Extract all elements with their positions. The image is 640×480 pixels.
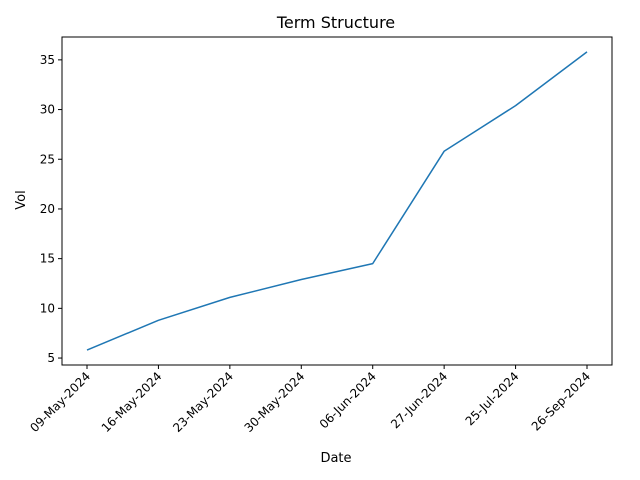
x-axis-label: Date — [320, 451, 351, 466]
y-tick-label: 10 — [40, 301, 55, 315]
axes-frame — [61, 36, 613, 366]
x-tick-label: 23-May-2024 — [170, 369, 236, 435]
series-line — [86, 51, 588, 351]
x-tick-label: 25-Jul-2024 — [463, 369, 522, 428]
y-tick-label: 5 — [47, 351, 55, 365]
x-tick-label: 06-Jun-2024 — [317, 369, 379, 431]
plot-area — [61, 36, 613, 366]
y-tick-label: 35 — [40, 53, 55, 67]
x-tick-label: 16-May-2024 — [99, 369, 165, 435]
chart-title: Term Structure — [276, 13, 395, 32]
y-axis: 5 10 15 20 25 30 35 — [40, 53, 62, 365]
x-tick-label: 27-Jun-2024 — [388, 369, 450, 431]
series-layer — [86, 51, 588, 351]
x-axis: 09-May-2024 16-May-2024 23-May-2024 30-May-… — [27, 365, 593, 435]
x-tick-label: 26-Sep-2024 — [529, 369, 593, 433]
x-tick-label: 30-May-2024 — [242, 369, 308, 435]
y-tick-label: 15 — [40, 252, 55, 266]
y-axis-label: Vol — [14, 190, 29, 209]
y-tick-label: 25 — [40, 152, 55, 166]
y-tick-label: 20 — [40, 202, 55, 216]
x-tick-label: 09-May-2024 — [27, 369, 93, 435]
y-tick-label: 30 — [40, 103, 55, 117]
